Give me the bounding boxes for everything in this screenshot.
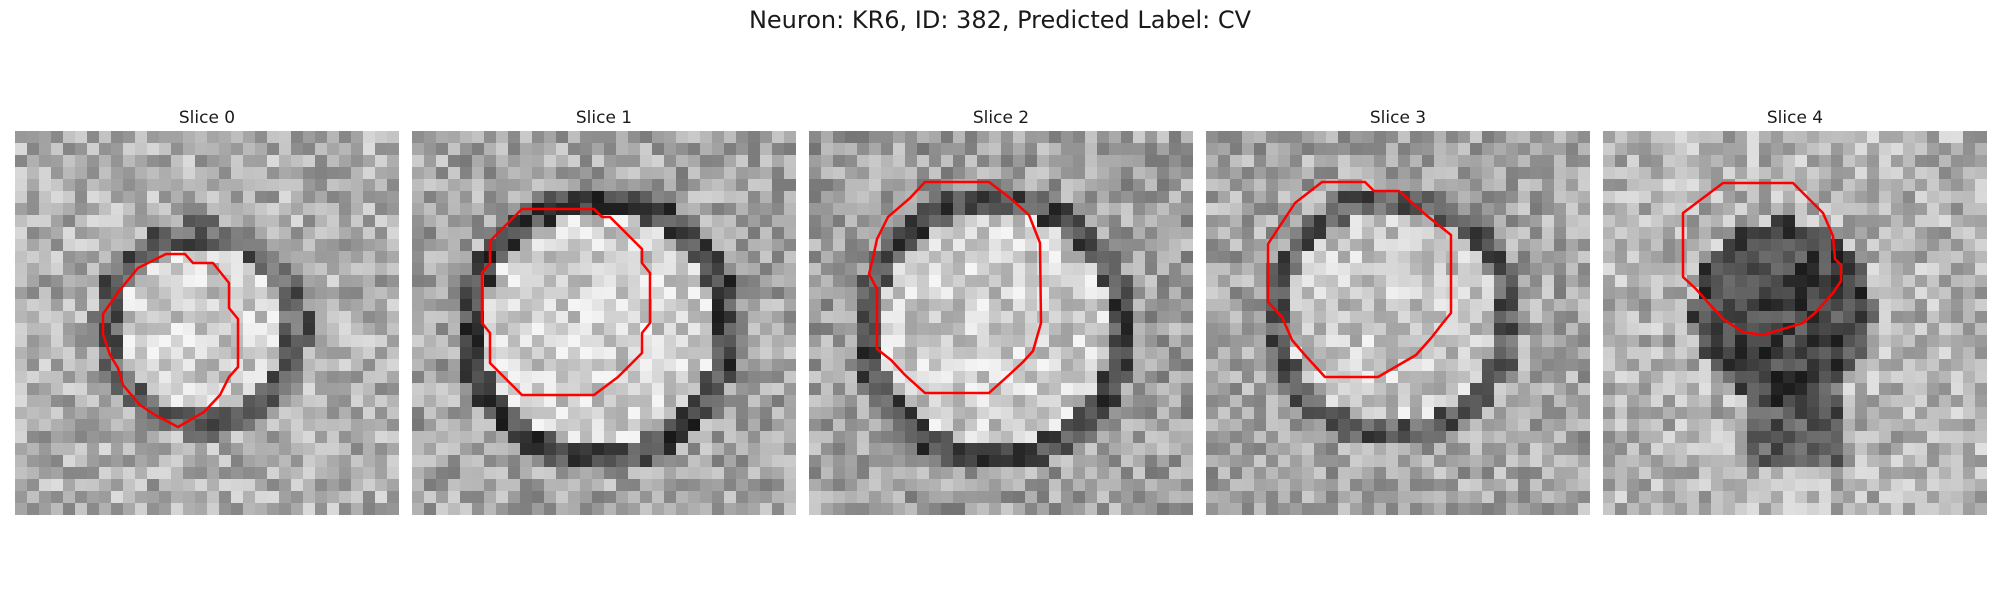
slice-2-image — [809, 131, 1193, 515]
panel-slice-2: Slice 2 — [809, 105, 1193, 515]
panel-slice-1: Slice 1 — [412, 105, 796, 515]
pixel-grid — [809, 131, 1193, 515]
panel-title: Slice 0 — [15, 105, 399, 131]
slice-4-image — [1603, 131, 1987, 515]
panel-slice-0: Slice 0 — [15, 105, 399, 515]
figure-title: Neuron: KR6, ID: 382, Predicted Label: C… — [0, 6, 2000, 34]
panel-title: Slice 2 — [809, 105, 1193, 131]
pixel-grid — [1206, 131, 1590, 515]
panel-slice-4: Slice 4 — [1603, 105, 1987, 515]
pixel-grid — [15, 131, 399, 515]
panel-title: Slice 4 — [1603, 105, 1987, 131]
slice-1-image — [412, 131, 796, 515]
panel-slice-3: Slice 3 — [1206, 105, 1590, 515]
pixel-grid — [412, 131, 796, 515]
slice-3-image — [1206, 131, 1590, 515]
pixel-grid — [1603, 131, 1987, 515]
panel-title: Slice 3 — [1206, 105, 1590, 131]
slice-0-image — [15, 131, 399, 515]
panel-title: Slice 1 — [412, 105, 796, 131]
